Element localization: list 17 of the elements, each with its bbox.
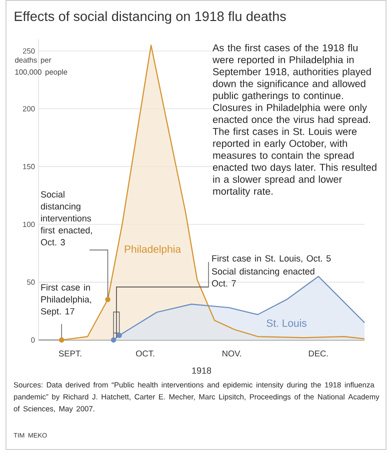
point: [59, 337, 64, 343]
x-tick-label: OCT.: [136, 350, 154, 357]
text: As the first cases of the 1918 flu were reported in Philadelphia in September 1918, authorities played down the significance and allowed public gatherings to continue. Closures in Philadelphia were only enacted once the virus had spread. The first cases in St. Louis were reported in early October, with measures to contain the spread enacted two days later. This resulted in a slower spread and lower mortality rate.: [212, 44, 377, 197]
x-tick-label: SEPT.: [59, 350, 82, 357]
point: [105, 296, 111, 302]
annotation: First case in Philadelphia, Sept. 17: [41, 284, 92, 316]
annotation: Social distancing interventions first enacted, Oct. 3: [40, 190, 92, 246]
x-tick-label: DEC.: [309, 350, 328, 357]
annotation: First case in St. Louis, Oct. 5: [212, 254, 331, 263]
annotation: Social distancing enacted Oct. 7: [212, 268, 315, 287]
point: [116, 332, 122, 338]
series-label: St. Louis: [266, 319, 307, 327]
point: [111, 337, 116, 343]
chart-title: Effects of social distancing on 1918 flu deaths: [15, 11, 286, 24]
x-tick-label: NOV.: [222, 350, 242, 357]
x-axis-title: 1918: [192, 367, 212, 374]
series-label: Philadelphia: [125, 245, 182, 255]
